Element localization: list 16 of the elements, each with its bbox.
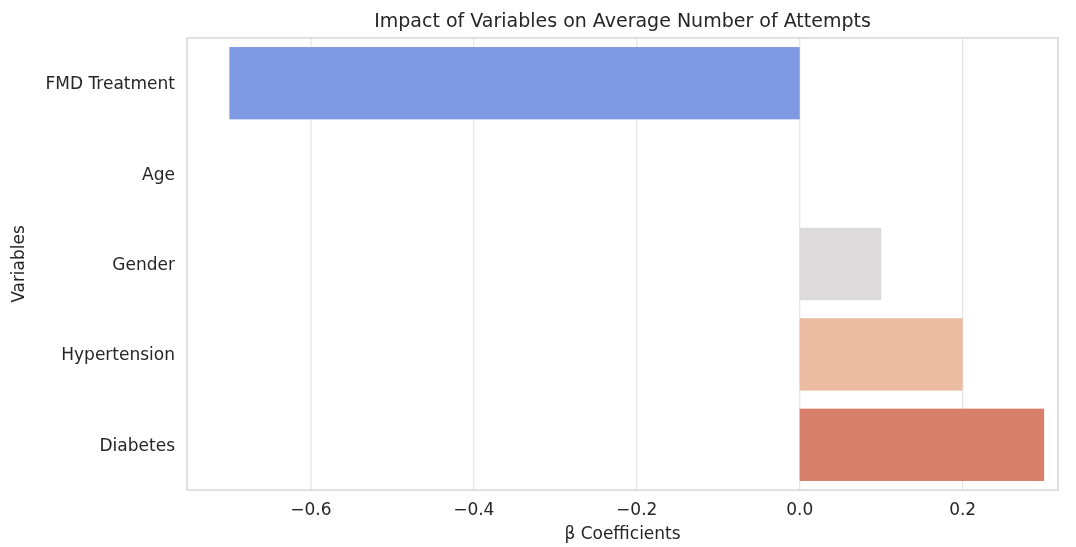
bar bbox=[229, 47, 800, 120]
y-tick-label: Diabetes bbox=[99, 434, 176, 455]
x-tick-label: 0.0 bbox=[786, 499, 814, 519]
x-tick-label: −0.2 bbox=[616, 499, 658, 519]
y-tick-label: Hypertension bbox=[61, 344, 175, 365]
y-axis-title: Variables bbox=[8, 225, 28, 303]
bar bbox=[799, 318, 963, 391]
y-tick-label: Age bbox=[142, 163, 175, 184]
x-tick-label: −0.4 bbox=[453, 499, 495, 519]
bar bbox=[799, 408, 1045, 481]
y-tick-label: Gender bbox=[112, 253, 175, 274]
x-tick-label: 0.2 bbox=[949, 499, 977, 519]
chart-title: Impact of Variables on Average Number of Attempts bbox=[374, 9, 871, 31]
y-tick-label: FMD Treatment bbox=[45, 73, 176, 94]
x-tick-label: −0.6 bbox=[290, 499, 332, 519]
x-axis-title: β Coefficients bbox=[564, 523, 681, 543]
